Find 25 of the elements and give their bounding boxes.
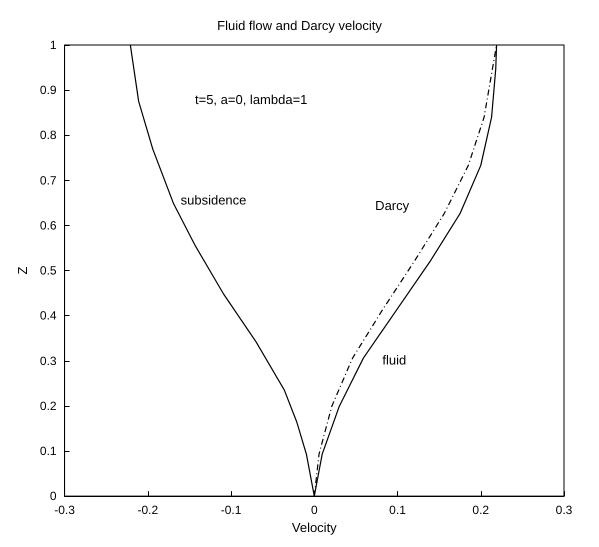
annotation: t=5, a=0, lambda=1 — [195, 92, 308, 107]
series-label: fluid — [382, 352, 406, 368]
y-tick-label: 0.5 — [40, 264, 57, 278]
y-tick-label: 0.9 — [40, 83, 57, 98]
y-tick-label: 0.4 — [40, 308, 57, 323]
x-tick-label: 0.1 — [389, 503, 406, 518]
x-tick-label: -0.2 — [137, 503, 158, 518]
x-tick-label: -0.1 — [220, 503, 242, 518]
y-tick-label: 0.6 — [40, 218, 57, 232]
text: Darcy — [375, 198, 410, 214]
y-tick-label: 0.2 — [40, 398, 57, 413]
y-tick-label: 1 — [50, 38, 57, 52]
y-tick-label: 0.1 — [40, 444, 57, 458]
x-axis-title: Velocity — [292, 520, 338, 535]
x-tick-label: 0.3 — [556, 503, 573, 518]
y-tick-label: 0.8 — [40, 128, 57, 142]
y-tick-label: 0.3 — [40, 354, 57, 368]
y-tick-label: 0 — [50, 489, 57, 504]
x-tick-label: 0 — [310, 503, 318, 518]
chart-title: Fluid flow and Darcy velocity — [217, 18, 382, 33]
y-axis-title: Z — [15, 266, 30, 275]
x-tick-label: -0.3 — [54, 503, 76, 518]
x-tick-label: 0.2 — [472, 503, 490, 518]
series-label: subsidence — [180, 192, 246, 208]
y-tick-label: 0.7 — [40, 173, 57, 188]
